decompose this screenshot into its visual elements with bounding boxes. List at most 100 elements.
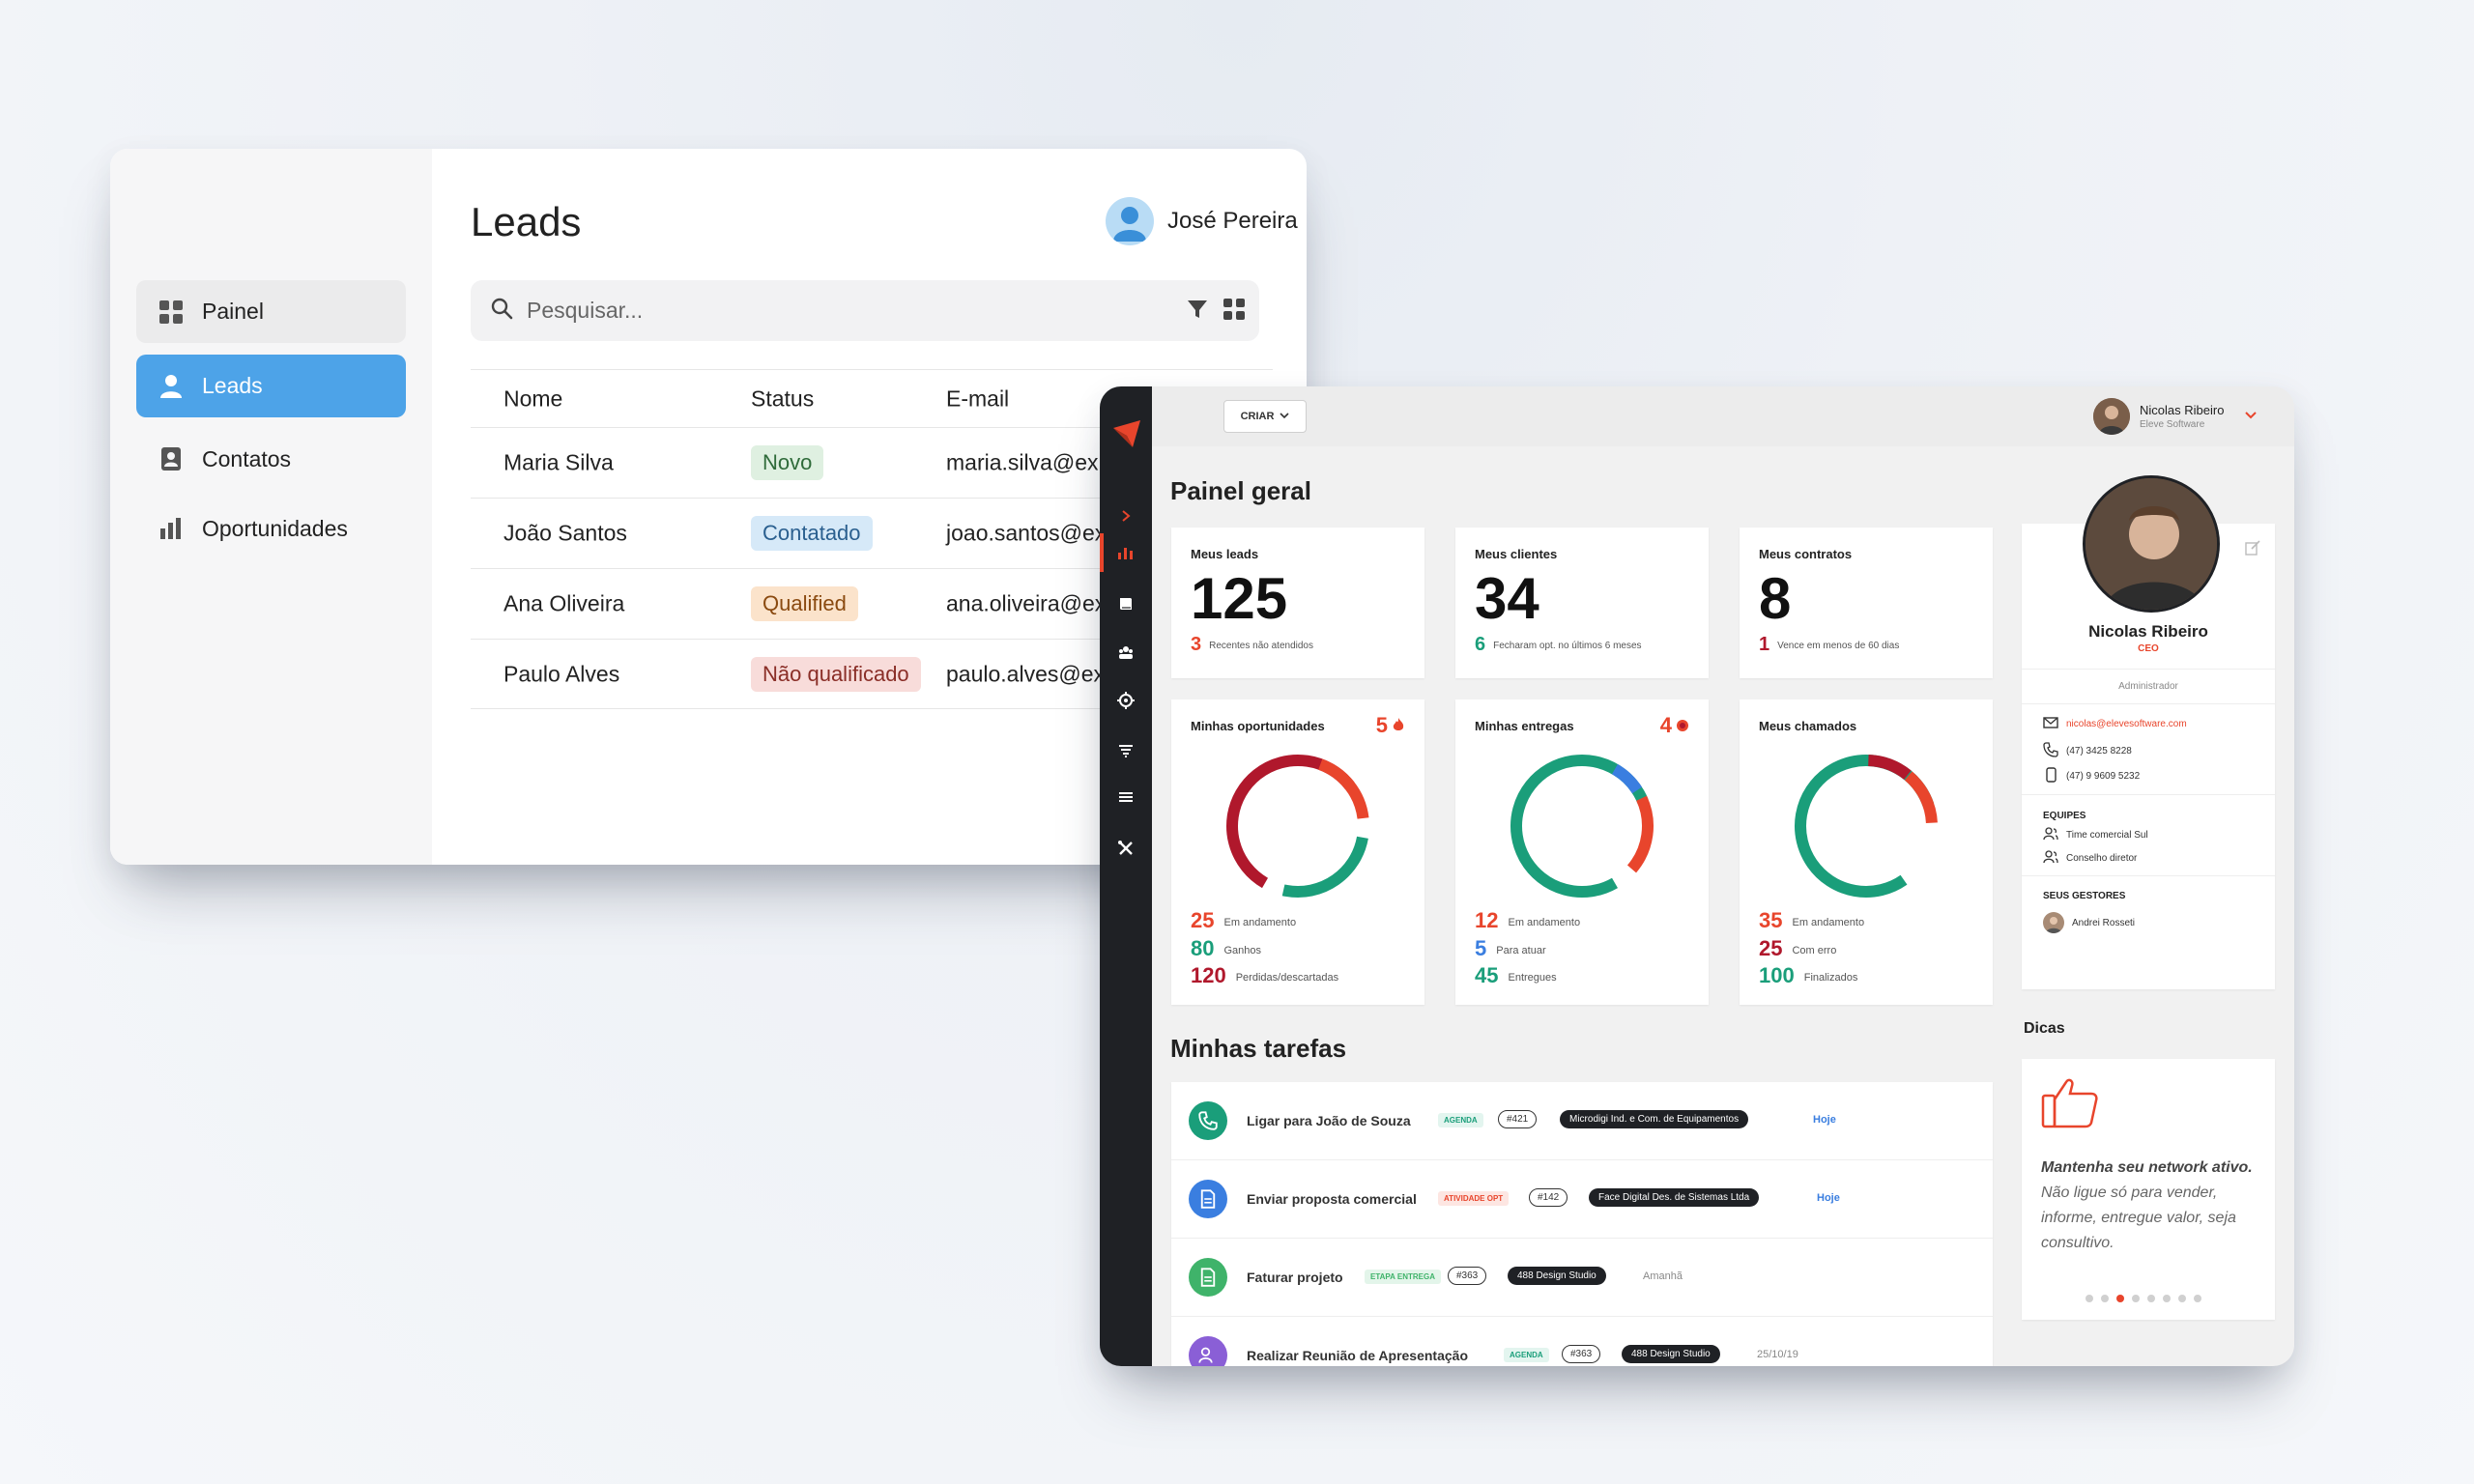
avatar bbox=[2093, 398, 2130, 435]
carousel-dot[interactable] bbox=[2116, 1295, 2124, 1302]
stat-card-clientes[interactable]: Meus clientes 34 6 Fecharam opt. no últim… bbox=[1455, 528, 1709, 678]
stat-value: 125 bbox=[1191, 566, 1288, 631]
grid-view-icon[interactable] bbox=[1223, 298, 1246, 326]
task-row[interactable]: Faturar projeto ETAPA ENTREGA #363 488 D… bbox=[1171, 1239, 1993, 1317]
manager-item[interactable]: Andrei Rosseti bbox=[2043, 912, 2135, 933]
dashboard-chart-icon[interactable] bbox=[1114, 541, 1137, 564]
create-button[interactable]: CRIAR bbox=[1223, 400, 1307, 433]
section-title: Painel geral bbox=[1170, 476, 1311, 505]
table-row[interactable]: João Santos Contatado joao.santos@ex bbox=[471, 498, 1273, 568]
status-badge: Qualified bbox=[751, 586, 858, 621]
filter-icon[interactable] bbox=[1186, 298, 1209, 326]
search-bar[interactable]: Pesquisar... bbox=[471, 280, 1259, 341]
stat-sub-value: 1 bbox=[1759, 634, 1770, 655]
task-company[interactable]: Face Digital Des. de Sistemas Ltda bbox=[1589, 1188, 1760, 1207]
carousel-dot[interactable] bbox=[2147, 1295, 2155, 1302]
legend-value: 100 bbox=[1759, 963, 1795, 987]
legend-value: 120 bbox=[1191, 963, 1226, 987]
stat-sub: 3 Recentes não atendidos bbox=[1191, 634, 1313, 656]
legend-item: 35 Em andamento bbox=[1759, 908, 1864, 933]
stat-card-contratos[interactable]: Meus contratos 8 1 Vence em menos de 60 d… bbox=[1740, 528, 1993, 678]
avatar bbox=[1106, 197, 1154, 245]
team-icon[interactable] bbox=[1114, 641, 1137, 664]
stat-label: Meus clientes bbox=[1475, 547, 1558, 561]
carousel-dot[interactable] bbox=[2101, 1295, 2109, 1302]
tasks-list: Ligar para João de Souza AGENDA #421 Mic… bbox=[1171, 1082, 1993, 1366]
lead-email: maria.silva@ex bbox=[946, 449, 1099, 475]
tools-icon[interactable] bbox=[1114, 837, 1137, 860]
task-company[interactable]: 488 Design Studio bbox=[1508, 1267, 1606, 1285]
lead-email: ana.oliveira@ex bbox=[946, 590, 1107, 616]
sidebar-item-oportunidades[interactable]: Oportunidades bbox=[136, 499, 406, 558]
column-header-email[interactable]: E-mail bbox=[946, 385, 1010, 411]
table-row[interactable]: Ana Oliveira Qualified ana.oliveira@ex bbox=[471, 568, 1273, 639]
create-button-label: CRIAR bbox=[1240, 411, 1275, 422]
task-row[interactable]: Enviar proposta comercial ATIVIDADE OPT … bbox=[1171, 1160, 1993, 1239]
team-item[interactable]: Conselho diretor bbox=[2043, 850, 2137, 867]
task-number: #421 bbox=[1498, 1110, 1538, 1128]
dashboard-window: CRIAR Nicolas Ribeiro Eleve Software Pai… bbox=[1100, 386, 2294, 1366]
legend-text: Perdidas/descartadas bbox=[1235, 972, 1339, 984]
carousel-dot[interactable] bbox=[2086, 1295, 2093, 1302]
card-label: Minhas entregas bbox=[1475, 719, 1574, 733]
divider bbox=[2022, 794, 2275, 795]
profile-email-row[interactable]: nicolas@elevesoftware.com bbox=[2043, 717, 2187, 731]
sidebar-item-painel[interactable]: Painel bbox=[136, 280, 406, 343]
task-tag: AGENDA bbox=[1438, 1113, 1483, 1127]
search-icon bbox=[490, 297, 513, 325]
chevron-down-icon[interactable] bbox=[2244, 408, 2258, 425]
task-row[interactable]: Ligar para João de Souza AGENDA #421 Mic… bbox=[1171, 1082, 1993, 1160]
sidebar-item-leads[interactable]: Leads bbox=[136, 355, 406, 417]
user-menu[interactable]: Nicolas Ribeiro Eleve Software bbox=[2093, 398, 2224, 435]
carousel-dot[interactable] bbox=[2132, 1295, 2140, 1302]
manager-name: Andrei Rosseti bbox=[2072, 917, 2136, 928]
tips-card: Mantenha seu network ativo. Não ligue só… bbox=[2022, 1059, 2275, 1320]
legend-value: 35 bbox=[1759, 908, 1783, 932]
task-row[interactable]: Realizar Reunião de Apresentação AGENDA … bbox=[1171, 1317, 1993, 1366]
card-count: 5 bbox=[1376, 713, 1405, 738]
task-company[interactable]: 488 Design Studio bbox=[1622, 1345, 1720, 1363]
legend-text: Entregues bbox=[1508, 972, 1557, 984]
profile-mobile-row: (47) 9 9609 5232 bbox=[2043, 767, 2140, 785]
carousel-dot[interactable] bbox=[2163, 1295, 2171, 1302]
search-input[interactable]: Pesquisar... bbox=[527, 298, 644, 323]
list-icon[interactable] bbox=[1114, 786, 1137, 810]
profile-email[interactable]: nicolas@elevesoftware.com bbox=[2066, 719, 2187, 729]
task-company[interactable]: Microdigi Ind. e Com. de Equipamentos bbox=[1560, 1110, 1749, 1128]
donut-card-chamados[interactable]: Meus chamados 35 Em andamento 25 Com erro … bbox=[1740, 699, 1993, 1005]
task-date: 25/10/19 bbox=[1757, 1349, 1798, 1360]
team-item[interactable]: Time comercial Sul bbox=[2043, 827, 2148, 843]
carousel-dot[interactable] bbox=[2178, 1295, 2186, 1302]
legend-value: 25 bbox=[1759, 936, 1783, 960]
table-row[interactable]: Paulo Alves Não qualificado paulo.alves@… bbox=[471, 639, 1273, 709]
task-tag: ETAPA ENTREGA bbox=[1365, 1270, 1441, 1284]
column-header-nome[interactable]: Nome bbox=[503, 385, 563, 411]
funnel-icon[interactable] bbox=[1114, 739, 1137, 762]
table-row[interactable]: Maria Silva Novo maria.silva@ex bbox=[471, 427, 1273, 498]
stat-sub-value: 6 bbox=[1475, 634, 1486, 655]
stat-sub-text: Vence em menos de 60 dias bbox=[1777, 641, 1900, 651]
carousel-dots[interactable] bbox=[2086, 1295, 2201, 1302]
nav-active-indicator bbox=[1100, 533, 1104, 572]
profile-phone: (47) 3425 8228 bbox=[2066, 746, 2132, 756]
dashboard-nav bbox=[1100, 386, 1152, 1366]
chevron-down-icon bbox=[1280, 411, 1289, 422]
profile-mobile: (47) 9 9609 5232 bbox=[2066, 771, 2141, 782]
legend-value: 45 bbox=[1475, 963, 1499, 987]
legend-text: Para atuar bbox=[1496, 945, 1546, 956]
stat-card-leads[interactable]: Meus leads 125 3 Recentes não atendidos bbox=[1171, 528, 1424, 678]
column-header-status[interactable]: Status bbox=[751, 385, 815, 411]
edit-icon[interactable] bbox=[2244, 539, 2261, 561]
donut-chart bbox=[1795, 755, 1938, 898]
legend-item: 80 Ganhos bbox=[1191, 936, 1261, 961]
book-icon[interactable] bbox=[1114, 592, 1137, 615]
target-icon[interactable] bbox=[1114, 689, 1137, 712]
donut-card-entregas[interactable]: Minhas entregas 4 12 Em andamento 5 Para a… bbox=[1455, 699, 1709, 1005]
carousel-dot[interactable] bbox=[2194, 1295, 2201, 1302]
legend-item: 12 Em andamento bbox=[1475, 908, 1580, 933]
user-menu[interactable]: José Pereira bbox=[1106, 197, 1298, 245]
expand-chevron-icon[interactable] bbox=[1114, 504, 1137, 528]
sidebar-item-contatos[interactable]: Contatos bbox=[136, 429, 406, 489]
donut-card-oportunidades[interactable]: Minhas oportunidades 5 25 Em andamento 80… bbox=[1171, 699, 1424, 1005]
donut-chart bbox=[1510, 755, 1654, 898]
